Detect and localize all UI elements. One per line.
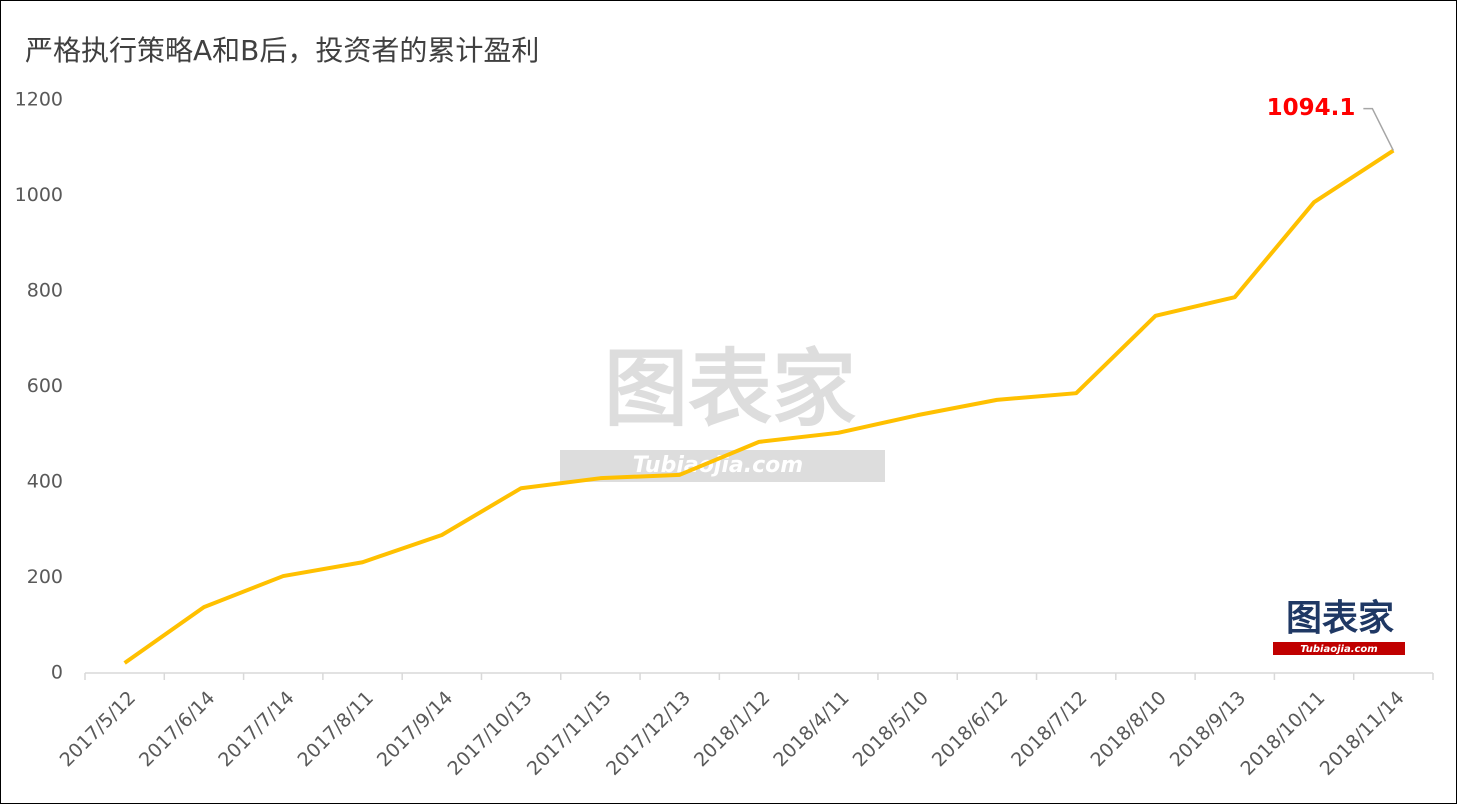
line — [123, 148, 1395, 665]
label-leader — [1363, 107, 1395, 151]
data-label: 1094.1 — [1267, 95, 1356, 121]
logo-text: 图表家 — [1286, 598, 1394, 639]
y-tick-label: 800 — [27, 280, 63, 302]
logo-band — [1273, 642, 1405, 655]
chart-title: 严格执行策略A和B后，投资者的累计盈利 — [25, 34, 539, 67]
logo-subtext: Tubiaojia.com — [1300, 644, 1377, 655]
y-tick-label: 600 — [27, 375, 63, 397]
logo: 图表家 Tubiaojia.com — [1273, 598, 1405, 655]
watermark: 图表家 Tubiaojia.com — [560, 340, 885, 482]
y-tick-label: 1000 — [15, 184, 63, 206]
y-tick-label: 1200 — [15, 89, 63, 111]
y-tick-label: 200 — [27, 566, 63, 588]
y-tick-label: 400 — [27, 471, 63, 493]
y-tick-label: 0 — [51, 662, 63, 684]
watermark-text: 图表家 — [604, 340, 856, 438]
